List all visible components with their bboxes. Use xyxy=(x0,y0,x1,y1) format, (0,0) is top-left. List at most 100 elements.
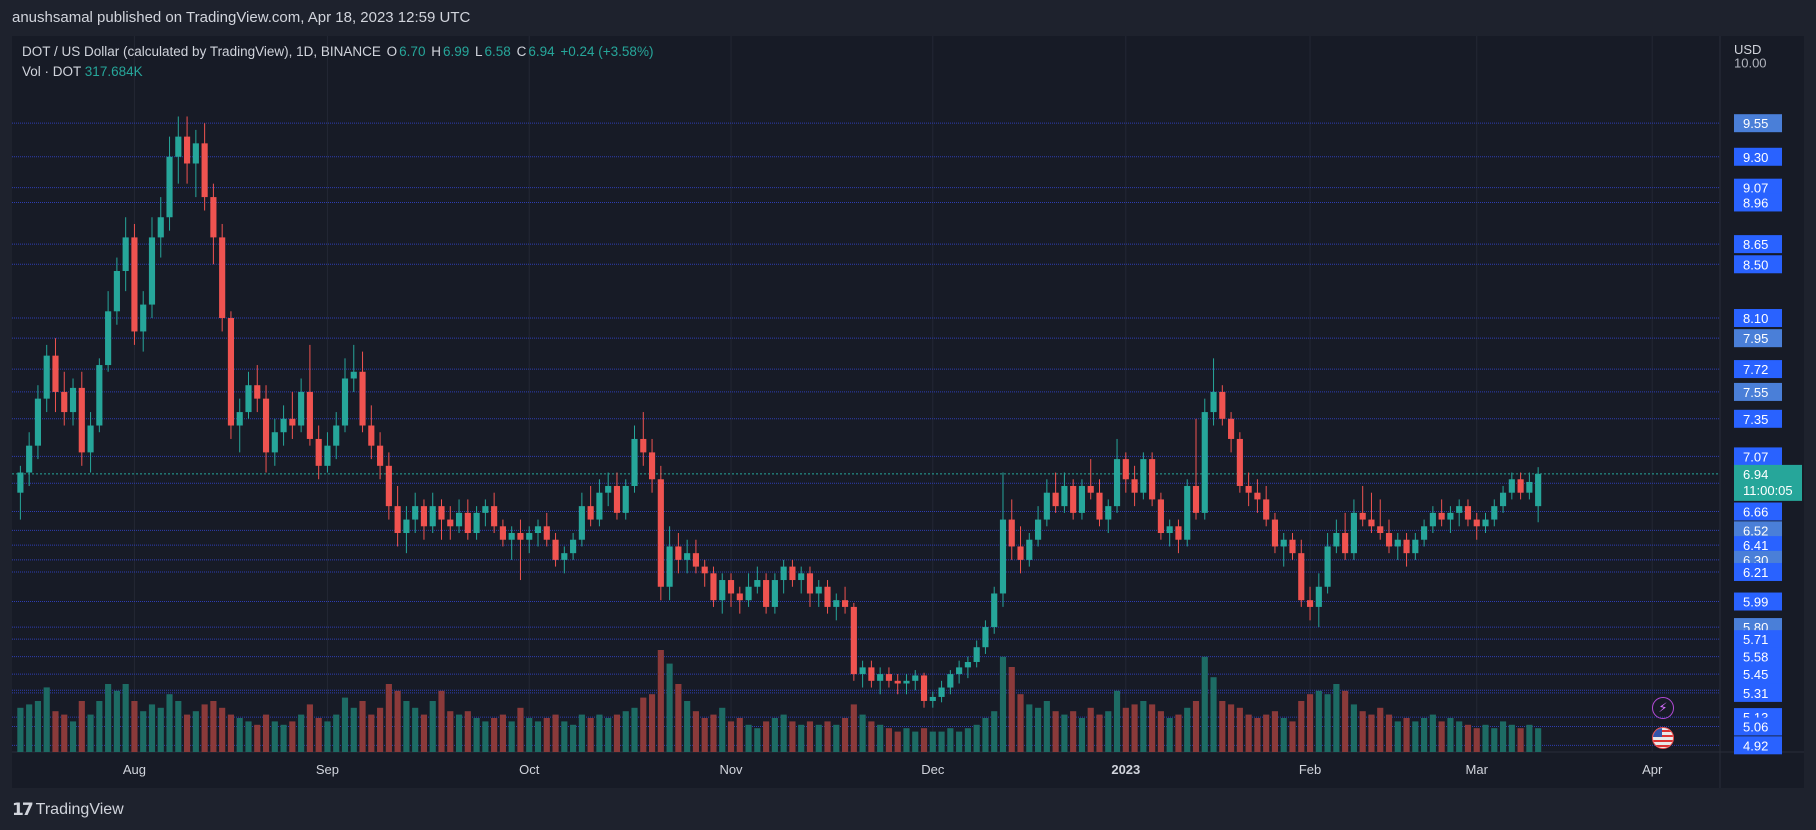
low-value: 6.58 xyxy=(484,44,511,59)
volume-bar xyxy=(166,694,173,752)
candle-body xyxy=(929,696,936,701)
volume-bar xyxy=(420,714,428,752)
volume-bar xyxy=(43,687,50,752)
candle-body xyxy=(394,506,401,534)
symbol-legend: DOT / US Dollar (calculated by TradingVi… xyxy=(22,44,655,59)
candle-body xyxy=(157,217,164,238)
volume-bar xyxy=(640,697,647,752)
candle-body xyxy=(333,425,340,446)
volume-bar xyxy=(1149,704,1156,752)
volume-bar xyxy=(157,707,164,752)
candle-body xyxy=(324,445,331,466)
volume-bar xyxy=(482,721,489,752)
volume-bar xyxy=(719,707,726,752)
lightning-icon[interactable]: ⚡ xyxy=(1652,697,1674,719)
candle-body xyxy=(570,539,577,554)
volume-bar xyxy=(938,731,945,752)
candle-body xyxy=(1070,485,1077,513)
volume-bar xyxy=(763,721,770,752)
candle-body xyxy=(1508,479,1515,493)
volume-bar xyxy=(87,714,94,752)
price-chart[interactable]: AugSepOctNovDec2023FebMarApr24 9.559.309… xyxy=(12,36,1804,788)
volume-bar xyxy=(973,724,980,752)
candle-body xyxy=(517,533,524,540)
volume-bar xyxy=(1464,724,1472,752)
candle-body xyxy=(52,355,59,392)
candle-body xyxy=(254,385,261,399)
candle-body xyxy=(701,566,708,574)
volume-bar xyxy=(1254,718,1261,752)
candle-body xyxy=(87,425,94,453)
volume-bar xyxy=(1429,714,1436,752)
candle-body xyxy=(1201,412,1208,513)
candle-body xyxy=(236,412,243,426)
volume-bar xyxy=(17,707,24,752)
candle-body xyxy=(377,445,384,466)
candle-body xyxy=(17,472,24,493)
tradingview-logo[interactable]: 𝟭𝟳 TradingView xyxy=(12,800,124,820)
volume-bar xyxy=(1052,711,1059,752)
price-level-label: 6.21 xyxy=(1743,565,1768,580)
volume-bar xyxy=(552,714,559,752)
price-level-tag xyxy=(1734,630,1782,649)
candle-body xyxy=(622,485,629,513)
candle-body xyxy=(420,506,428,527)
price-level-tag xyxy=(1734,521,1782,540)
candle-body xyxy=(552,539,559,560)
candle-body xyxy=(578,506,585,540)
candle-body xyxy=(262,398,270,453)
candle-body xyxy=(719,580,726,601)
volume-bar xyxy=(1473,728,1480,752)
candle-body xyxy=(1385,533,1393,547)
x-tick-label: Sep xyxy=(316,762,339,777)
volume-bar xyxy=(1368,714,1375,752)
volume-bar xyxy=(1157,711,1164,752)
candle-body xyxy=(1184,485,1191,540)
candle-body xyxy=(648,452,656,480)
candle-body xyxy=(464,512,471,534)
volume-bar xyxy=(324,721,331,752)
volume-bar xyxy=(1245,714,1252,752)
price-level-tag xyxy=(1734,592,1782,611)
volume-bar xyxy=(605,718,612,752)
candle-body xyxy=(210,197,217,238)
candle-body xyxy=(350,371,357,379)
volume-bar xyxy=(561,721,568,752)
candle-body xyxy=(841,600,849,607)
candle-body xyxy=(26,445,33,473)
price-level-label: 8.96 xyxy=(1743,195,1768,210)
us-flag-icon[interactable] xyxy=(1652,727,1674,749)
candle-body xyxy=(1210,391,1217,413)
candle-body xyxy=(850,606,857,675)
volume-bar xyxy=(385,684,392,752)
price-level-tag xyxy=(1734,235,1782,254)
volume-bar xyxy=(1043,701,1050,752)
volume-bar xyxy=(833,724,840,752)
candle-body xyxy=(219,237,226,319)
volume-bar xyxy=(885,728,893,752)
volume-bar xyxy=(1280,718,1287,752)
volume-bar xyxy=(1140,701,1147,752)
candle-body xyxy=(1131,479,1138,493)
volume-bar xyxy=(148,704,156,752)
volume-bar xyxy=(920,728,928,752)
candle-body xyxy=(113,270,120,312)
price-level-tag xyxy=(1734,178,1782,197)
volume-legend: Vol · DOT 317.684K xyxy=(22,64,143,79)
candle-body xyxy=(289,418,296,426)
candle-body xyxy=(745,586,752,601)
price-level-label: 5.58 xyxy=(1743,650,1768,665)
volume-bar xyxy=(956,731,963,752)
candle-body xyxy=(912,675,919,681)
candle-body xyxy=(1499,492,1507,507)
horizontal-levels xyxy=(12,122,1720,746)
volume-bar xyxy=(710,714,717,752)
candle-body xyxy=(1350,512,1357,554)
candle-body xyxy=(991,593,998,628)
volume-bar xyxy=(736,718,743,752)
candle-body xyxy=(1228,418,1235,439)
volume-bar xyxy=(113,690,120,752)
price-level-label: 6.41 xyxy=(1743,538,1768,553)
candle-body xyxy=(806,573,814,594)
price-level-tag xyxy=(1734,360,1782,379)
